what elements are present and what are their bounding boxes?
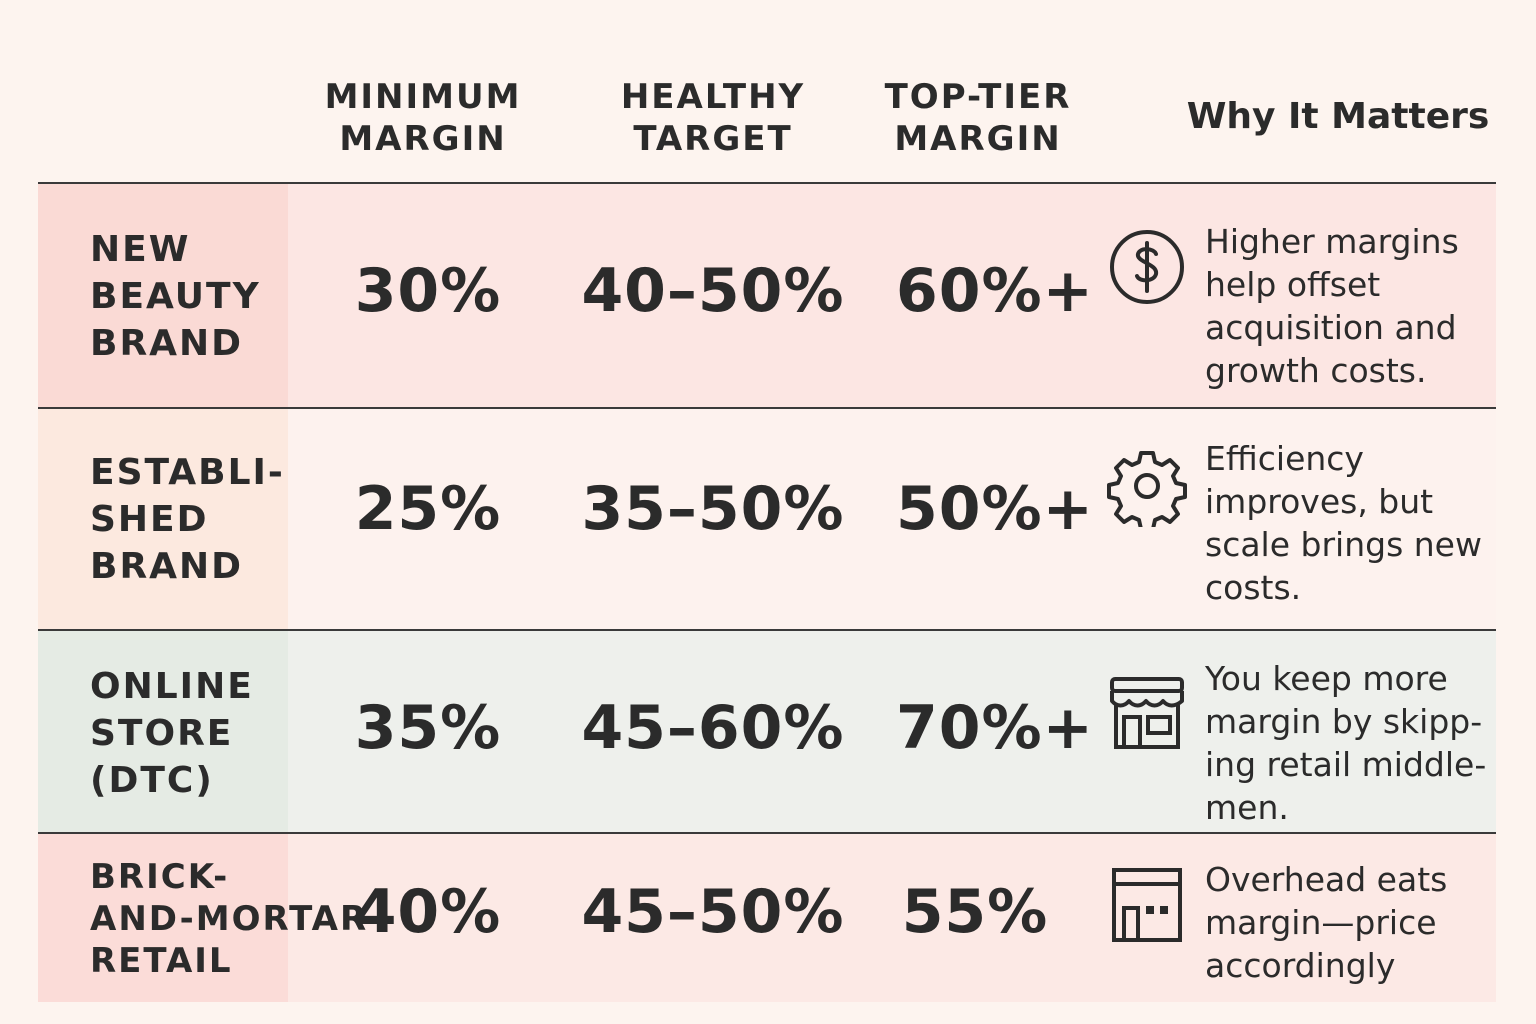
minimum-margin-value: 25% xyxy=(354,474,502,544)
row-label-background xyxy=(38,184,288,407)
why-description: You keep more margin by skipp- ing retai… xyxy=(1205,659,1487,827)
divider xyxy=(38,182,1496,184)
healthy-target-value: 45–60% xyxy=(581,693,845,763)
divider xyxy=(38,832,1496,834)
divider xyxy=(38,407,1496,409)
header-minimum-margin: MINIMUM MARGIN xyxy=(324,77,522,159)
header-healthy-target: HEALTHY TARGET xyxy=(620,77,806,159)
table-row: BRICK- AND-MORTAR RETAIL 40% 45–50% 55% … xyxy=(38,834,1496,1002)
shop-building-icon xyxy=(1112,868,1182,942)
row-label-background xyxy=(38,409,288,629)
healthy-target-value: 40–50% xyxy=(581,256,845,326)
healthy-target-value: 45–50% xyxy=(581,877,845,947)
row-label: BRICK- AND-MORTAR RETAIL xyxy=(90,857,369,981)
header-why-it-matters: Why It Matters xyxy=(1186,96,1490,137)
minimum-margin-value: 30% xyxy=(354,256,502,326)
healthy-target-value: 35–50% xyxy=(581,474,845,544)
margin-table: MINIMUM MARGIN HEALTHY TARGET TOP-TIER M… xyxy=(38,0,1496,1024)
header-top-tier-margin: TOP-TIER MARGIN xyxy=(884,77,1072,159)
storefront-icon xyxy=(1110,677,1184,749)
minimum-margin-value: 40% xyxy=(354,877,502,947)
top-tier-value: 70%+ xyxy=(896,693,1094,763)
row-label: NEW BEAUTY BRAND xyxy=(90,229,261,364)
table-row: ONLINE STORE (DTC) 35% 45–60% 70%+ You k… xyxy=(38,631,1496,832)
why-description: Overhead eats margin—price accordingly xyxy=(1205,860,1448,985)
row-label: ESTABLI- SHED BRAND xyxy=(90,452,285,587)
divider xyxy=(38,629,1496,631)
minimum-margin-value: 35% xyxy=(354,693,502,763)
row-label: ONLINE STORE (DTC) xyxy=(90,666,254,801)
row-label-background xyxy=(38,834,288,1002)
dollar-icon xyxy=(1110,230,1184,304)
why-description: Efficiency improves, but scale brings ne… xyxy=(1205,439,1482,607)
top-tier-value: 50%+ xyxy=(896,474,1094,544)
top-tier-value: 60%+ xyxy=(896,256,1094,326)
table-row: ESTABLI- SHED BRAND 25% 35–50% 50%+ Effi… xyxy=(38,409,1496,629)
top-tier-value: 55% xyxy=(901,877,1049,947)
table-header: MINIMUM MARGIN HEALTHY TARGET TOP-TIER M… xyxy=(38,0,1496,183)
gear-icon xyxy=(1107,451,1187,527)
row-label-background xyxy=(38,631,288,832)
table-row: NEW BEAUTY BRAND 30% 40–50% 60%+ Higher … xyxy=(38,184,1496,407)
why-description: Higher margins help offset acquisition a… xyxy=(1205,222,1459,390)
